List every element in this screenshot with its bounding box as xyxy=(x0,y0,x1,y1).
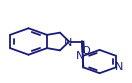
Text: N: N xyxy=(115,62,123,72)
Text: N: N xyxy=(76,51,84,61)
Text: N: N xyxy=(64,38,73,48)
Text: O: O xyxy=(81,46,90,56)
